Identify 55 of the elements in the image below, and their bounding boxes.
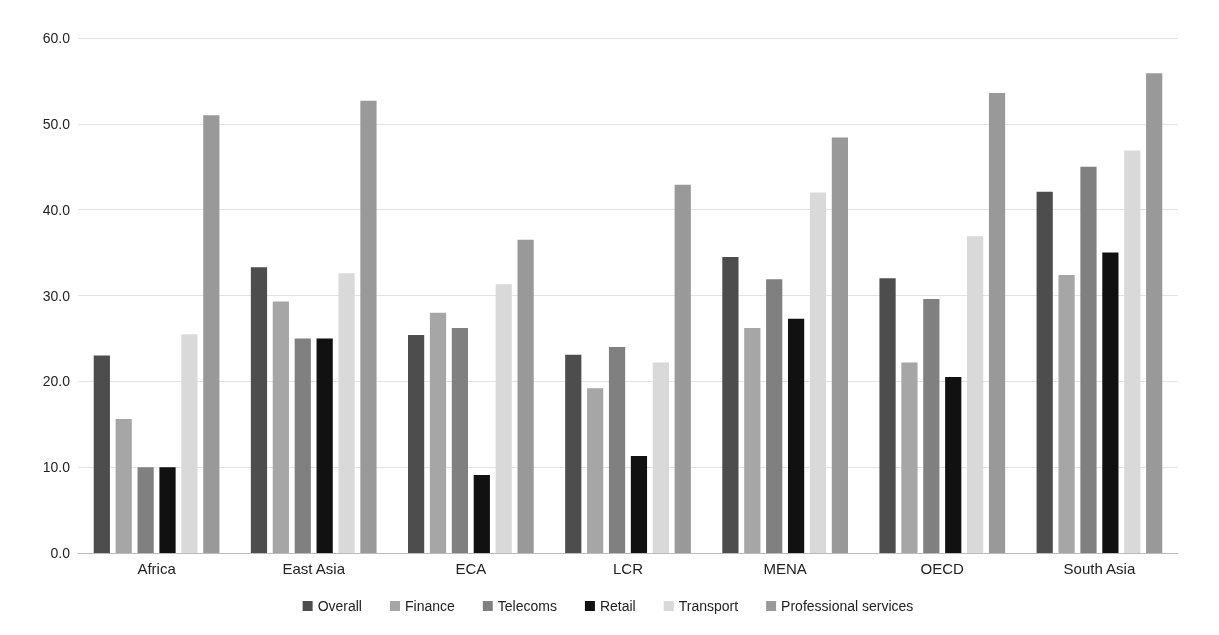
bar — [473, 474, 490, 553]
x-tick-label: MENA — [763, 560, 807, 577]
bar — [517, 239, 534, 553]
bar — [565, 354, 582, 553]
bar — [608, 347, 626, 553]
bar — [137, 467, 154, 553]
bar — [923, 298, 940, 553]
bar — [408, 334, 425, 553]
x-tick-label: Africa — [137, 560, 177, 577]
bar — [316, 338, 333, 553]
x-tick-label: LCR — [612, 560, 644, 577]
bar — [272, 301, 289, 553]
x-tick-label: ECA — [455, 560, 487, 577]
bar — [744, 328, 761, 553]
bar — [831, 137, 848, 553]
y-tick-label: 10.0 — [42, 459, 71, 476]
bar — [787, 318, 805, 553]
bar — [1080, 166, 1097, 553]
bar — [294, 338, 311, 553]
y-tick-label: 60.0 — [42, 30, 71, 46]
bar — [203, 115, 220, 553]
x-tick-label: OECD — [920, 560, 965, 577]
bar — [159, 467, 176, 553]
bar — [250, 267, 268, 553]
bar — [879, 278, 896, 553]
bar — [1058, 274, 1075, 553]
y-tick-label: 30.0 — [42, 287, 71, 304]
legend-label: Retail — [599, 598, 636, 614]
x-tick-label: East Asia — [282, 560, 346, 577]
bar — [1102, 252, 1119, 553]
bar — [1146, 73, 1163, 553]
bar — [115, 419, 132, 553]
bar — [360, 100, 377, 553]
legend-label: Finance — [404, 598, 455, 614]
bar — [1036, 191, 1053, 553]
legend-label: Transport — [678, 598, 739, 614]
y-tick-label: 50.0 — [42, 115, 71, 132]
y-tick-label: 0.0 — [50, 545, 71, 561]
legend-label: Overall — [317, 598, 362, 614]
y-tick-label: 40.0 — [42, 201, 71, 218]
bar — [988, 92, 1006, 553]
x-tick-label: South Asia — [1063, 560, 1136, 577]
y-tick-label: 20.0 — [42, 373, 71, 390]
bar — [587, 388, 604, 553]
bar — [674, 184, 691, 553]
bar — [93, 355, 110, 553]
legend-label: Professional services — [781, 598, 914, 614]
bar — [945, 377, 962, 553]
bar — [901, 362, 918, 553]
bar — [429, 312, 447, 553]
legend-label: Telecoms — [497, 598, 557, 614]
bar — [766, 279, 783, 553]
bar — [451, 328, 469, 553]
bar — [630, 456, 648, 553]
bar — [722, 256, 739, 553]
